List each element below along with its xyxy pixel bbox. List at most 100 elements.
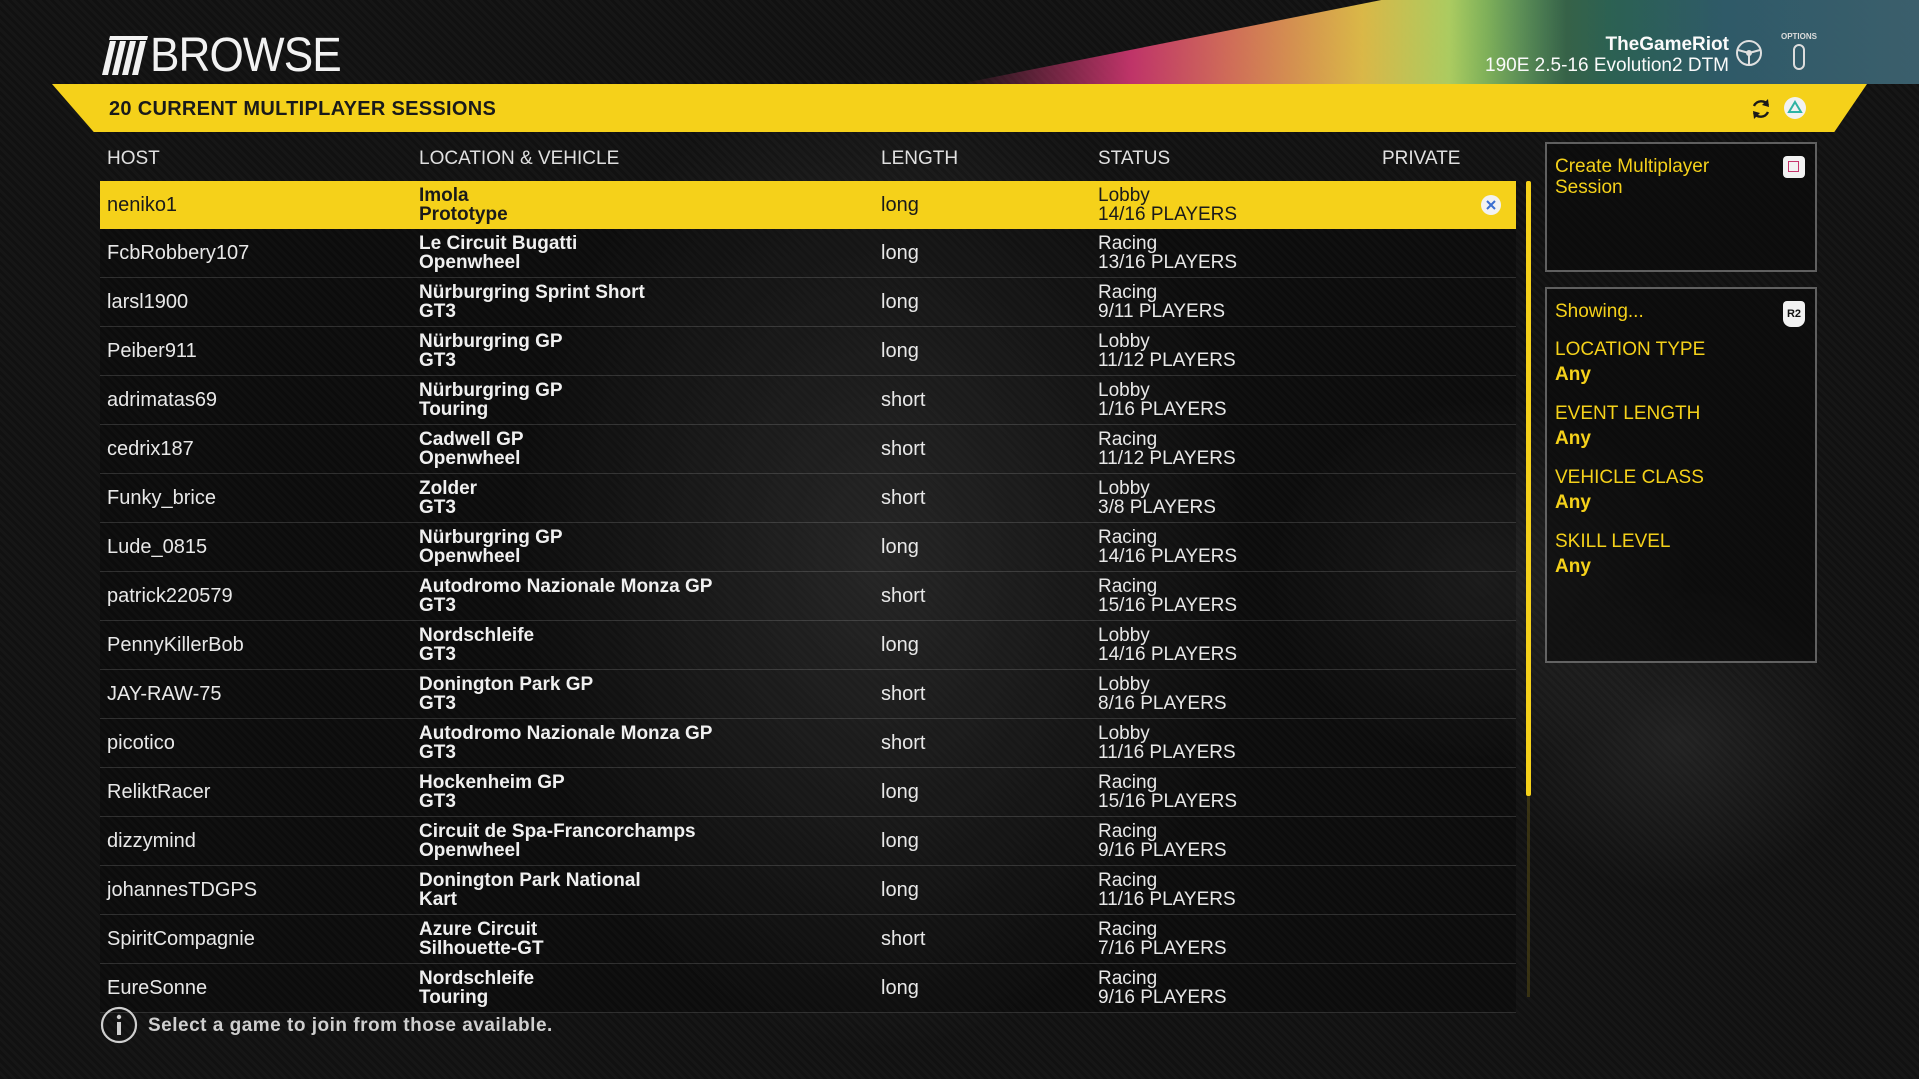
sessions-banner	[52, 84, 1867, 132]
host-name: picotico	[107, 732, 175, 754]
table-row[interactable]: Funky_brice Zolder GT3 short Lobby 3/8 PLAYER…	[100, 474, 1516, 523]
logo-icon	[102, 36, 148, 75]
filter-value: Any	[1555, 364, 1591, 385]
player-count: 1/16 PLAYERS	[1098, 399, 1227, 420]
status-text: Racing	[1098, 772, 1158, 793]
host-name: patrick220579	[107, 585, 233, 607]
options-label: OPTIONS	[1780, 32, 1817, 41]
location-name: Zolder	[419, 478, 478, 499]
player-count: 9/16 PLAYERS	[1098, 987, 1227, 1008]
table-row[interactable]: neniko1 Imola Prototype long Lobby 14/16 PLAY…	[100, 181, 1516, 229]
table-row[interactable]: adrimatas69 Nürburgring GP Touring short Lob…	[100, 376, 1516, 425]
table-row[interactable]: patrick220579 Autodromo Nazionale Monza G…	[100, 572, 1516, 621]
status-text: Racing	[1098, 919, 1158, 940]
session-status: Lobby 8/16 PLAYERS	[1098, 675, 1227, 713]
host-name: SpiritCompagnie	[107, 928, 255, 950]
host-name: neniko1	[107, 194, 178, 216]
session-length: long	[881, 634, 919, 656]
status-text: Racing	[1098, 870, 1158, 891]
status-text: Racing	[1098, 282, 1158, 303]
status-text: Lobby	[1098, 478, 1150, 499]
status-text: Racing	[1098, 429, 1158, 450]
table-row[interactable]: EureSonne Nordschleife Touring long Racing 9/…	[100, 964, 1516, 1013]
refresh-icon[interactable]	[1748, 96, 1774, 122]
table-row[interactable]: Lude_0815 Nürburgring GP Openwheel long Raci…	[100, 523, 1516, 572]
table-row[interactable]: johannesTDGPS Donington Park National Kart…	[100, 866, 1516, 915]
triangle-icon[interactable]	[1783, 96, 1807, 120]
column-location-vehicle[interactable]: LOCATION & VEHICLE	[419, 148, 620, 169]
session-length: long	[881, 781, 919, 803]
location-name: Autodromo Nazionale Monza GP	[419, 576, 713, 597]
player-count: 8/16 PLAYERS	[1098, 693, 1227, 714]
session-status: Racing 13/16 PLAYERS	[1098, 234, 1237, 272]
table-row[interactable]: Peiber911 Nürburgring GP GT3 long Lobby 11/12…	[100, 327, 1516, 376]
session-length: long	[881, 977, 919, 999]
options-button-icon	[1793, 44, 1805, 70]
vehicle-class: GT3	[419, 301, 456, 322]
column-status[interactable]: STATUS	[1098, 148, 1171, 169]
table-row[interactable]: JAY-RAW-75 Donington Park GP GT3 short Lobby…	[100, 670, 1516, 719]
location-vehicle: Nürburgring GP Touring	[419, 381, 563, 419]
location-name: Nürburgring GP	[419, 331, 563, 352]
status-text: Racing	[1098, 527, 1158, 548]
stripe-shade	[1449, 0, 1919, 84]
session-length: long	[881, 340, 919, 362]
session-status: Racing 9/16 PLAYERS	[1098, 969, 1227, 1007]
table-row[interactable]: PennyKillerBob Nordschleife GT3 long Lobby 14…	[100, 621, 1516, 670]
location-name: Donington Park National	[419, 870, 641, 891]
session-length: short	[881, 683, 926, 705]
vehicle-class: GT3	[419, 497, 456, 518]
column-length[interactable]: LENGTH	[881, 148, 959, 169]
create-session-panel[interactable]: Create Multiplayer Session	[1545, 142, 1817, 272]
session-length: short	[881, 438, 926, 460]
session-length: short	[881, 732, 926, 754]
table-row[interactable]: larsl1900 Nürburgring Sprint Short GT3 long…	[100, 278, 1516, 327]
status-text: Racing	[1098, 968, 1158, 989]
session-status: Lobby 14/16 PLAYERS	[1098, 626, 1237, 664]
location-name: Nürburgring GP	[419, 527, 563, 548]
table-row[interactable]: SpiritCompagnie Azure Circuit Silhouette-G…	[100, 915, 1516, 964]
host-name: EureSonne	[107, 977, 208, 999]
player-count: 11/12 PLAYERS	[1098, 448, 1236, 469]
vehicle-name: 190E 2.5-16 Evolution2 DTM	[1485, 55, 1729, 76]
location-name: Imola	[419, 185, 469, 206]
table-row[interactable]: dizzymind Circuit de Spa-Francorchamps Ope…	[100, 817, 1516, 866]
session-status: Lobby 14/16 PLAYERS	[1098, 186, 1237, 224]
status-text: Lobby	[1098, 185, 1150, 206]
page-title: BROWSE	[150, 29, 342, 82]
location-vehicle: Circuit de Spa-Francorchamps Openwheel	[419, 822, 696, 860]
column-host[interactable]: HOST	[107, 148, 160, 169]
location-vehicle: Nürburgring Sprint Short GT3	[419, 283, 645, 321]
table-row[interactable]: cedrix187 Cadwell GP Openwheel short Racing 1…	[100, 425, 1516, 474]
player-count: 11/16 PLAYERS	[1098, 742, 1236, 763]
filter-value: Any	[1555, 492, 1591, 513]
table-row[interactable]: FcbRobbery107 Le Circuit Bugatti Openwheel…	[100, 229, 1516, 278]
location-vehicle: Azure Circuit Silhouette-GT	[419, 920, 544, 958]
top-bar: BROWSE TheGameRiot 190E 2.5-16 Evolution…	[0, 0, 1919, 84]
player-count: 9/11 PLAYERS	[1098, 301, 1226, 322]
player-count: 9/16 PLAYERS	[1098, 840, 1227, 861]
scrollbar-thumb[interactable]	[1526, 181, 1531, 796]
filter-key: EVENT LENGTH	[1555, 403, 1701, 424]
close-icon[interactable]	[1480, 194, 1502, 216]
filter-panel[interactable]: Showing... R2 LOCATION TYPE Any EVENT LE…	[1545, 287, 1817, 663]
location-vehicle: Imola Prototype	[419, 186, 508, 224]
host-name: Funky_brice	[107, 487, 216, 509]
create-session-label: Create Multiplayer Session	[1555, 156, 1710, 198]
table-row[interactable]: picotico Autodromo Nazionale Monza GP GT3 s…	[100, 719, 1516, 768]
filter-key: LOCATION TYPE	[1555, 339, 1706, 360]
location-name: Autodromo Nazionale Monza GP	[419, 723, 713, 744]
location-name: Azure Circuit	[419, 919, 538, 940]
table-row[interactable]: ReliktRacer Hockenheim GP GT3 long Racing 15/…	[100, 768, 1516, 817]
r2-button-icon: R2	[1783, 301, 1805, 327]
session-status: Racing 14/16 PLAYERS	[1098, 528, 1237, 566]
location-vehicle: Autodromo Nazionale Monza GP GT3	[419, 577, 712, 615]
location-name: Cadwell GP	[419, 429, 524, 450]
location-vehicle: Cadwell GP Openwheel	[419, 430, 524, 468]
sessions-table: neniko1 Imola Prototype long Lobby 14/16 PLAY…	[100, 181, 1516, 1013]
location-name: Nürburgring GP	[419, 380, 563, 401]
session-status: Lobby 11/16 PLAYERS	[1098, 724, 1236, 762]
options-button[interactable]: OPTIONS	[1780, 32, 1818, 78]
column-private[interactable]: PRIVATE	[1382, 148, 1461, 169]
filter-vehicle-class: VEHICLE CLASS Any	[1555, 467, 1704, 514]
